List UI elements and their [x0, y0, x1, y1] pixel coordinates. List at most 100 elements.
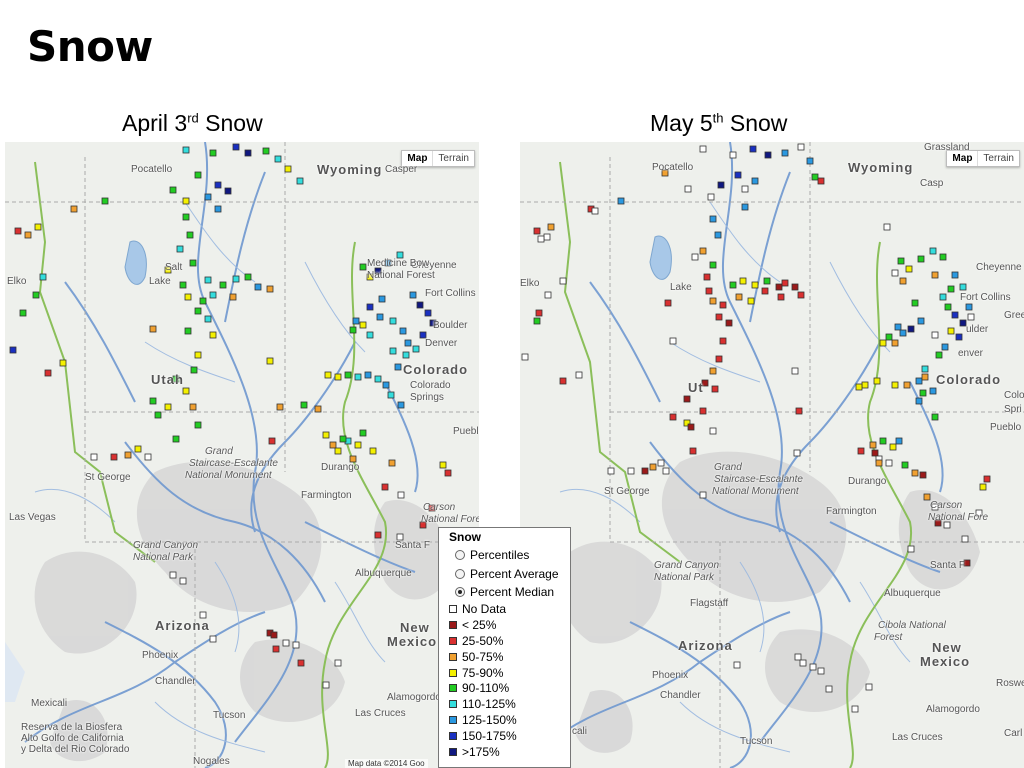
place-label: National Forest — [367, 270, 435, 281]
state-label: Mexico — [920, 654, 971, 669]
place-label: Pueblo — [453, 426, 479, 437]
place-label: Grand — [714, 462, 742, 473]
place-label: Casper — [385, 164, 418, 175]
legend-item-label: 25-50% — [462, 633, 504, 648]
place-label: Gree — [1004, 310, 1024, 321]
swatch-icon — [449, 715, 457, 724]
place-label: Chandler — [155, 676, 196, 687]
place-label: Grassland — [924, 142, 970, 153]
place-label: Medicine Bow — [367, 258, 430, 269]
place-label: National Monument — [712, 486, 799, 497]
place-label: Forest — [874, 632, 903, 643]
legend-option-label: Percentiles — [470, 548, 530, 563]
state-label: Colorado — [403, 362, 469, 377]
swatch-icon — [449, 700, 457, 709]
legend-item-label: >175% — [462, 744, 500, 759]
place-label: Pocatello — [131, 164, 173, 175]
place-label: Alamogordo — [926, 704, 980, 715]
legend-item-label: 90-110% — [462, 681, 510, 696]
state-label: Ut — [688, 380, 704, 395]
legend-item: 150-175% — [449, 728, 560, 744]
caption-sup: rd — [187, 110, 199, 126]
place-label: Alamogordo — [387, 692, 441, 703]
place-label: Alto Golfo de California — [21, 733, 124, 744]
place-label: Durango — [848, 476, 887, 487]
place-label: Tucson — [213, 710, 246, 721]
state-label: Mexico — [387, 634, 438, 649]
snow-legend: Snow Percentiles Percent Average Percent… — [438, 527, 571, 768]
place-label: Cheyenne — [411, 260, 457, 271]
slide-title: Snow — [27, 22, 153, 71]
place-label: Pueblo — [990, 422, 1022, 433]
legend-item-label: < 25% — [462, 618, 497, 633]
swatch-icon — [449, 621, 457, 630]
swatch-icon — [449, 684, 457, 693]
place-label: Cheyenne — [976, 262, 1022, 273]
legend-item-label: 110-125% — [462, 697, 516, 712]
place-label: Pocatello — [652, 162, 694, 173]
place-label: Santa F — [395, 540, 431, 551]
legend-option-percentiles[interactable]: Percentiles — [449, 546, 560, 565]
april-snow-map[interactable]: Map Terrain Pocatello Wyoming Casper Che… — [5, 142, 479, 768]
place-label: Las Cruces — [892, 732, 943, 743]
place-label: National Fore — [421, 514, 479, 525]
place-label: Albuquerque — [355, 568, 412, 579]
place-label: y Delta del Rio Colorado — [21, 744, 130, 755]
place-label: Reserva de la Biosfera — [21, 722, 123, 733]
place-label: Santa F — [930, 560, 966, 571]
legend-option-percent-median[interactable]: Percent Median — [449, 583, 560, 602]
place-label: enver — [958, 348, 984, 359]
swatch-icon — [449, 731, 457, 740]
may-snow-map[interactable]: Map Terrain Grassland Pocatello Wyoming … — [520, 142, 1024, 768]
map-type-map-button[interactable]: Map — [952, 153, 973, 164]
legend-option-label: Percent Median — [470, 585, 555, 600]
state-label: Utah — [151, 372, 184, 387]
legend-item-label: 125-150% — [462, 712, 517, 727]
place-label: Grand Canyon — [133, 540, 199, 551]
legend-item: < 25% — [449, 617, 560, 633]
state-label: Colorado — [936, 372, 1002, 387]
place-label: Springs — [410, 392, 444, 403]
legend-option-percent-average[interactable]: Percent Average — [449, 565, 560, 584]
place-label: Phoenix — [142, 650, 179, 661]
map-type-terrain-button[interactable]: Terrain — [432, 151, 474, 166]
legend-item-label: 75-90% — [462, 665, 504, 680]
caption-main: May 5 — [650, 110, 713, 136]
place-label: Carson — [423, 502, 456, 513]
swatch-icon — [449, 652, 457, 661]
map-type-control: Map Terrain — [946, 150, 1020, 167]
caption-tail: Snow — [723, 110, 788, 136]
swatch-icon — [449, 605, 457, 614]
place-label: Fort Collins — [960, 292, 1011, 303]
place-label: Farmington — [826, 506, 877, 517]
place-label: Carson — [930, 500, 963, 511]
place-label: Colo — [1004, 390, 1024, 401]
place-label: Colorado — [410, 380, 451, 391]
place-label: Grand Canyon — [654, 560, 720, 571]
place-label: Nogales — [193, 756, 230, 767]
place-label: Roswel — [996, 678, 1024, 689]
place-label: National Monument — [185, 470, 272, 481]
place-label: National Park — [654, 572, 715, 583]
radio-icon[interactable] — [455, 568, 465, 579]
legend-item: 110-125% — [449, 696, 560, 712]
state-label: New — [932, 640, 962, 655]
map-type-control: Map Terrain — [401, 150, 475, 167]
radio-icon[interactable] — [455, 550, 465, 561]
swatch-icon — [449, 747, 457, 756]
place-label: Grand — [205, 446, 233, 457]
place-label: Farmington — [301, 490, 352, 501]
legend-item: 75-90% — [449, 665, 560, 681]
place-label: Phoenix — [652, 670, 689, 681]
place-label: Mexicali — [31, 698, 68, 709]
place-label: Boulder — [433, 320, 468, 331]
place-label: Casp — [920, 178, 944, 189]
place-label: Staircase-Escalante — [189, 458, 278, 469]
map-type-map-button[interactable]: Map — [407, 153, 428, 164]
map-type-terrain-button[interactable]: Terrain — [977, 151, 1019, 166]
place-label: Tucson — [740, 736, 773, 747]
place-label: ulder — [966, 324, 989, 335]
state-label: Wyoming — [317, 162, 383, 177]
radio-selected-icon[interactable] — [455, 587, 465, 598]
legend-item-label: 150-175% — [462, 728, 517, 743]
